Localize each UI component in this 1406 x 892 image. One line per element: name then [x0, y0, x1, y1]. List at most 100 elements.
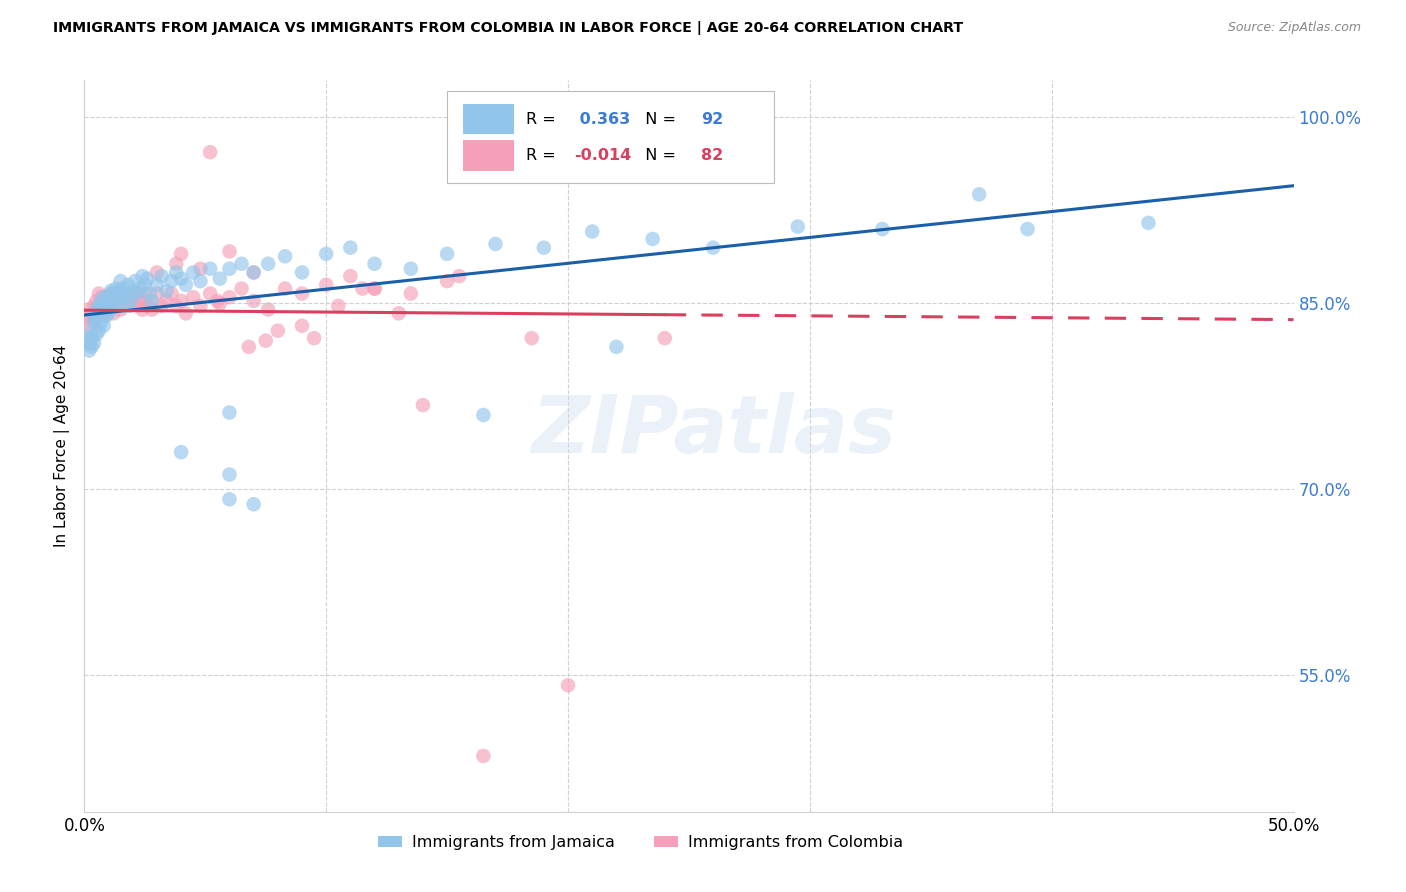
Point — [103, 299, 125, 313]
Point — [291, 286, 314, 301]
Point — [117, 290, 139, 304]
Point — [112, 290, 135, 304]
Point — [83, 311, 105, 326]
Point — [138, 286, 160, 301]
Point — [242, 497, 264, 511]
Text: R =: R = — [526, 112, 561, 127]
Point — [97, 290, 120, 304]
Point — [208, 296, 231, 310]
Point — [155, 293, 177, 308]
Text: N =: N = — [634, 112, 681, 127]
Point — [436, 274, 458, 288]
Point — [242, 265, 264, 279]
Point — [170, 271, 193, 285]
Point — [170, 293, 193, 308]
Point — [93, 290, 115, 304]
Point — [315, 247, 337, 261]
Point — [641, 232, 664, 246]
Point — [93, 293, 115, 308]
Point — [103, 306, 125, 320]
Point — [605, 340, 627, 354]
Point — [87, 324, 110, 338]
Point — [150, 299, 173, 313]
Point — [103, 286, 125, 301]
Point — [257, 257, 280, 271]
Point — [170, 247, 193, 261]
Point — [136, 299, 159, 313]
Point — [484, 236, 506, 251]
Point — [218, 467, 240, 482]
Point — [449, 269, 471, 284]
Point — [127, 286, 149, 301]
Point — [86, 306, 108, 320]
Point — [114, 299, 136, 313]
Point — [80, 309, 103, 323]
Text: 82: 82 — [702, 148, 723, 163]
Point — [110, 286, 132, 301]
Point — [104, 290, 127, 304]
Point — [231, 281, 253, 295]
Point — [363, 257, 385, 271]
Point — [112, 281, 135, 295]
Point — [83, 299, 105, 313]
Point — [231, 257, 253, 271]
Point — [786, 219, 808, 234]
Point — [77, 318, 100, 333]
Point — [363, 281, 385, 295]
Point — [315, 277, 337, 292]
Point — [363, 281, 385, 295]
Point — [80, 331, 103, 345]
Point — [107, 299, 129, 313]
Point — [146, 265, 169, 279]
Point — [291, 318, 314, 333]
FancyBboxPatch shape — [447, 91, 773, 183]
Point — [155, 284, 177, 298]
Point — [100, 284, 122, 298]
Point — [93, 299, 115, 313]
Point — [218, 244, 240, 259]
Point — [146, 277, 169, 292]
Point — [129, 293, 152, 308]
Point — [110, 286, 132, 301]
Legend: Immigrants from Jamaica, Immigrants from Colombia: Immigrants from Jamaica, Immigrants from… — [371, 829, 910, 856]
Point — [181, 290, 204, 304]
Point — [141, 293, 163, 308]
Text: 0.363: 0.363 — [574, 112, 630, 127]
Point — [131, 302, 153, 317]
Point — [76, 331, 98, 345]
Text: ZIPatlas: ZIPatlas — [530, 392, 896, 470]
Point — [254, 334, 277, 348]
Point — [90, 302, 112, 317]
Point — [174, 306, 197, 320]
Point — [77, 302, 100, 317]
Point — [160, 274, 183, 288]
Point — [120, 299, 142, 313]
Point — [136, 271, 159, 285]
Point — [121, 284, 143, 298]
Point — [87, 286, 110, 301]
Point — [97, 302, 120, 317]
Point — [90, 302, 112, 317]
Point — [198, 286, 221, 301]
Point — [274, 281, 297, 295]
Point — [83, 315, 105, 329]
Point — [127, 299, 149, 313]
Point — [165, 265, 187, 279]
Point — [87, 299, 110, 313]
Point — [124, 286, 146, 301]
Point — [208, 271, 231, 285]
Point — [207, 293, 229, 308]
Point — [242, 265, 264, 279]
Point — [165, 257, 187, 271]
Point — [100, 293, 122, 308]
Point — [170, 445, 193, 459]
Point — [103, 293, 125, 308]
Point — [190, 299, 212, 313]
Point — [218, 405, 240, 419]
Point — [93, 306, 115, 320]
Point — [150, 269, 173, 284]
Point — [1137, 216, 1160, 230]
Point — [533, 241, 555, 255]
Point — [90, 290, 112, 304]
Text: Source: ZipAtlas.com: Source: ZipAtlas.com — [1227, 21, 1361, 34]
